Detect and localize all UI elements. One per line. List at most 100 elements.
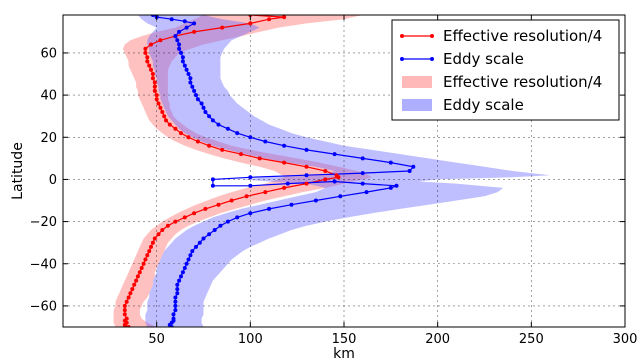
data-point-eddy-scale [207, 232, 212, 237]
data-point-effective-resolution [122, 308, 127, 313]
data-point-eddy-scale [173, 34, 178, 39]
data-point-eddy-scale [179, 50, 183, 55]
data-point-eddy-scale [175, 282, 180, 287]
legend-band-swatch [402, 76, 432, 88]
data-point-effective-resolution [304, 181, 309, 186]
data-point-eddy-scale [364, 190, 369, 195]
data-point-eddy-scale [203, 110, 208, 114]
data-point-effective-resolution [152, 84, 157, 89]
data-point-effective-resolution [257, 156, 262, 161]
data-point-effective-resolution [160, 110, 165, 114]
data-point-eddy-scale [360, 181, 365, 186]
data-point-eddy-scale [285, 181, 290, 186]
data-point-effective-resolution [152, 236, 157, 241]
data-point-effective-resolution [143, 257, 148, 262]
data-point-eddy-scale [177, 278, 182, 283]
data-point-eddy-scale [388, 160, 393, 165]
data-point-eddy-scale [192, 88, 197, 93]
data-point-eddy-scale [248, 211, 253, 216]
data-point-effective-resolution [192, 211, 197, 216]
data-point-effective-resolution [216, 202, 221, 207]
data-point-eddy-scale [199, 101, 204, 106]
data-point-eddy-scale [173, 308, 178, 313]
legend-entry: Effective resolution/4 [400, 27, 602, 45]
data-point-eddy-scale [169, 17, 174, 22]
data-point-eddy-scale [225, 126, 230, 131]
x-tick-label: 50 [148, 332, 165, 347]
data-point-eddy-scale [210, 118, 215, 123]
data-point-eddy-scale [175, 291, 180, 296]
data-point-eddy-scale [216, 122, 221, 127]
data-point-effective-resolution [143, 50, 148, 55]
data-point-eddy-scale [184, 67, 189, 72]
legend-label: Effective resolution/4 [443, 27, 602, 45]
data-point-eddy-scale [173, 295, 178, 300]
data-point-effective-resolution [145, 59, 150, 64]
data-point-eddy-scale [218, 223, 223, 228]
data-point-effective-resolution [149, 42, 153, 47]
data-point-effective-resolution [150, 240, 155, 245]
data-point-effective-resolution [173, 219, 178, 224]
data-point-eddy-scale [263, 139, 268, 144]
axis-tick-labels: 50 100 150 200 250 300 −60 −40 −20 0 20 40 60 [30, 46, 638, 347]
data-point-eddy-scale [201, 236, 206, 241]
data-point-effective-resolution [126, 295, 131, 300]
data-point-effective-resolution [248, 21, 253, 26]
data-point-eddy-scale [304, 147, 309, 152]
data-point-effective-resolution [282, 185, 287, 190]
data-point-effective-resolution [182, 215, 187, 220]
y-tick-label: 20 [40, 131, 57, 146]
data-point-effective-resolution [122, 303, 127, 308]
data-point-eddy-scale [177, 42, 182, 47]
data-point-eddy-scale [177, 29, 182, 34]
data-point-effective-resolution [160, 228, 165, 232]
data-point-eddy-scale [338, 194, 343, 199]
data-point-effective-resolution [220, 25, 225, 30]
data-point-effective-resolution [195, 139, 200, 144]
data-point-effective-resolution [128, 291, 133, 296]
data-point-effective-resolution [165, 223, 170, 228]
data-point-eddy-scale [267, 206, 272, 211]
data-point-eddy-scale [184, 25, 189, 30]
x-tick-label: 250 [519, 332, 544, 347]
x-axis-label: km [333, 346, 355, 362]
data-point-eddy-scale [173, 299, 178, 304]
data-point-eddy-scale [175, 38, 180, 43]
x-tick-label: 150 [332, 332, 357, 347]
data-point-effective-resolution [267, 17, 272, 22]
data-point-effective-resolution [139, 266, 144, 270]
data-point-eddy-scale [190, 249, 195, 254]
legend: Effective resolution/4 Eddy scale Effectiv… [391, 19, 620, 121]
data-point-eddy-scale [192, 21, 197, 26]
data-point-eddy-scale [248, 183, 253, 188]
legend-label: Eddy scale [443, 50, 524, 68]
legend-label: Eddy scale [443, 96, 524, 114]
data-point-effective-resolution [145, 253, 150, 258]
data-point-eddy-scale [182, 266, 187, 270]
data-point-effective-resolution [147, 249, 152, 254]
data-point-eddy-scale [207, 114, 212, 119]
data-point-eddy-scale [289, 202, 294, 207]
legend-marker [400, 57, 404, 61]
data-point-eddy-scale [210, 183, 215, 188]
data-point-eddy-scale [304, 173, 309, 178]
data-point-eddy-scale [175, 287, 180, 292]
data-point-eddy-scale [186, 257, 191, 262]
data-point-effective-resolution [192, 29, 197, 34]
data-point-effective-resolution [179, 131, 183, 136]
data-point-eddy-scale [282, 143, 287, 148]
y-tick-label: −40 [30, 257, 57, 272]
y-axis-label: Latitude [10, 142, 26, 200]
data-point-eddy-scale [188, 76, 193, 81]
data-point-effective-resolution [150, 72, 155, 76]
data-point-effective-resolution [186, 135, 191, 140]
data-point-effective-resolution [152, 80, 157, 85]
data-point-eddy-scale [235, 215, 240, 220]
y-tick-label: 0 [49, 173, 57, 188]
data-point-eddy-scale [248, 135, 253, 140]
data-point-eddy-scale [186, 72, 191, 76]
data-point-effective-resolution [158, 38, 163, 43]
data-point-effective-resolution [137, 270, 142, 275]
data-point-effective-resolution [173, 126, 178, 131]
data-point-effective-resolution [130, 287, 135, 292]
